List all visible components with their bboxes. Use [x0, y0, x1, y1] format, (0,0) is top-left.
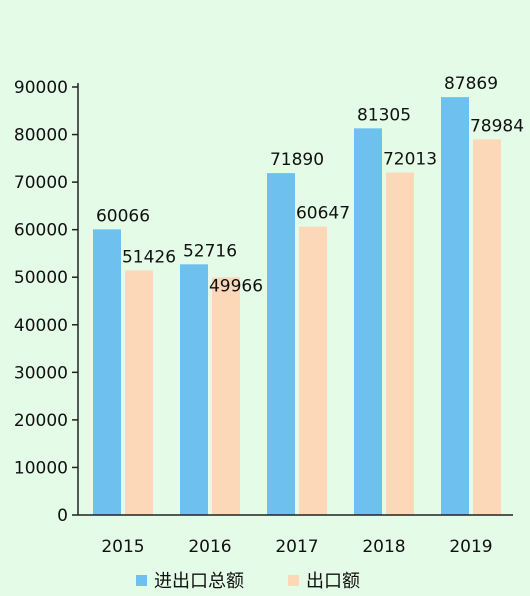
data-label-export-2019: 78984	[470, 116, 524, 136]
data-label-export-2015: 51426	[122, 247, 176, 267]
data-labels: 60066 51426 52716 49966 71890 60647 81305 72013…	[96, 74, 524, 296]
x-tick-label-2016: 2016	[188, 537, 231, 557]
legend-swatch-export	[288, 575, 299, 586]
y-tick-label: 0	[57, 506, 68, 526]
bar-export-2016	[212, 277, 240, 515]
bar-total-2018	[354, 128, 382, 515]
bar-total-2016	[180, 264, 208, 515]
data-label-total-2019: 87869	[444, 74, 498, 94]
data-label-total-2017: 71890	[270, 150, 324, 170]
x-tick-label-2019: 2019	[449, 537, 492, 557]
x-tick-label-2017: 2017	[275, 537, 318, 557]
legend-swatch-total	[136, 575, 147, 586]
bar-export-2017	[299, 226, 327, 515]
legend: 进出口总额 出口额	[136, 571, 360, 592]
y-tick-label: 60000	[14, 221, 68, 241]
y-tick-label: 30000	[14, 363, 68, 383]
data-label-export-2018: 72013	[383, 150, 437, 170]
data-label-export-2017: 60647	[296, 204, 350, 224]
y-tick-label: 50000	[14, 268, 68, 288]
data-label-export-2016: 49966	[209, 276, 263, 296]
legend-label-export: 出口额	[306, 571, 360, 592]
data-label-total-2015: 60066	[96, 206, 150, 226]
y-tick-label: 10000	[14, 458, 68, 478]
bars	[93, 97, 501, 516]
x-tick-label-2018: 2018	[362, 537, 405, 557]
bar-total-2017	[267, 173, 295, 515]
bar-export-2015	[125, 270, 153, 515]
y-tick-label: 20000	[14, 411, 68, 431]
bar-total-2015	[93, 229, 121, 516]
x-axis: 2015 2016 2017 2018 2019	[78, 514, 513, 557]
data-label-total-2016: 52716	[183, 241, 237, 261]
y-axis: 0 10000 20000 30000 40000 50000 60000 70000 8000…	[14, 78, 79, 526]
x-tick-label-2015: 2015	[101, 537, 144, 557]
data-label-total-2018: 81305	[357, 105, 411, 125]
y-tick-label: 90000	[14, 78, 68, 98]
y-tick-label: 80000	[14, 126, 68, 146]
y-tick-label: 70000	[14, 173, 68, 193]
bar-export-2018	[386, 172, 414, 515]
bar-export-2019	[473, 139, 501, 515]
y-tick-label: 40000	[14, 316, 68, 336]
legend-label-total: 进出口总额	[154, 571, 244, 592]
bar-total-2019	[441, 97, 469, 515]
